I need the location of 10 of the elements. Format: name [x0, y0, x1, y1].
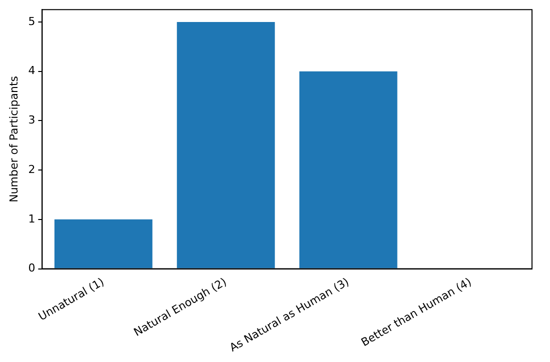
y-axis-title: Number of Participants	[7, 76, 20, 202]
y-tick-label: 1	[28, 212, 36, 226]
bar	[54, 219, 152, 268]
y-tick-label: 5	[28, 14, 36, 28]
y-tick-label: 4	[28, 64, 36, 78]
y-tick-label: 0	[28, 262, 36, 275]
bar	[176, 22, 275, 268]
y-tick-label: 3	[28, 114, 36, 127]
bar	[299, 71, 398, 268]
y-tick-label: 2	[28, 162, 36, 176]
